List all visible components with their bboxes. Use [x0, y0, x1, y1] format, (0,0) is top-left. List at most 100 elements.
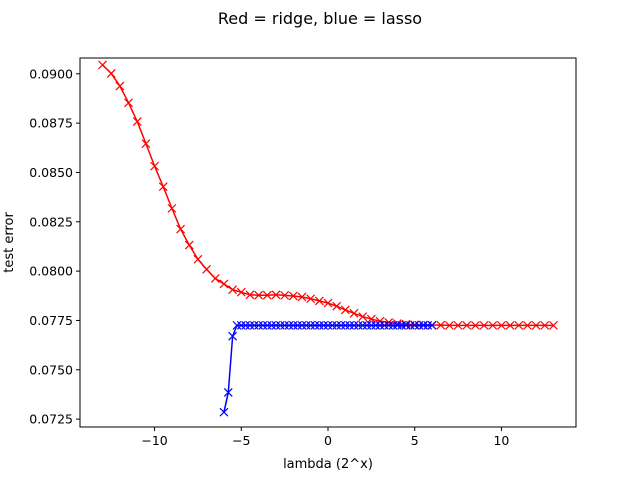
x-tick-label: −10: [141, 433, 167, 448]
data-point: [371, 320, 381, 330]
data-point: [314, 320, 324, 330]
data-point: [280, 320, 290, 330]
data-point: [288, 320, 298, 330]
data-point: [336, 320, 346, 330]
data-point: [167, 203, 177, 213]
data-point: [427, 320, 437, 330]
y-tick-label: 0.0900: [29, 66, 73, 81]
data-point: [193, 254, 203, 264]
data-point: [414, 320, 424, 330]
data-point: [349, 308, 359, 318]
x-tick-label: −5: [232, 433, 250, 448]
data-point: [306, 320, 316, 330]
data-point: [124, 98, 133, 108]
data-point: [267, 320, 277, 330]
data-point: [323, 298, 333, 308]
data-point: [232, 320, 242, 330]
data-point: [262, 320, 272, 330]
data-point: [245, 320, 255, 330]
data-point: [293, 320, 303, 330]
y-tick-label: 0.0800: [29, 264, 73, 279]
data-point: [531, 320, 541, 330]
data-point: [423, 320, 433, 330]
data-point: [106, 68, 116, 78]
data-point: [505, 320, 515, 330]
data-point: [523, 320, 532, 330]
y-tick-label: 0.0875: [29, 116, 73, 131]
data-point: [497, 320, 506, 330]
data-point: [384, 320, 394, 330]
y-axis: 0.0725 0.0750 0.0775 0.0800 0.0825 0.0850 0.08…: [29, 66, 80, 427]
data-point: [436, 320, 446, 330]
data-point: [236, 320, 246, 330]
data-point: [358, 312, 368, 322]
data-point: [379, 320, 389, 330]
data-point: [245, 290, 255, 300]
data-point: [349, 320, 359, 330]
chart-title: Red = ridge, blue = lasso: [218, 9, 422, 28]
y-tick-label: 0.0775: [29, 313, 73, 328]
data-point: [297, 320, 307, 330]
data-point: [418, 320, 428, 330]
data-point: [150, 161, 159, 171]
data-point: [401, 320, 411, 330]
data-point: [323, 320, 333, 330]
data-point: [327, 320, 337, 330]
data-point: [254, 290, 264, 300]
data-point: [275, 320, 285, 330]
data-point: [219, 279, 229, 289]
data-point: [176, 224, 186, 234]
data-point: [210, 273, 220, 283]
data-point: [306, 294, 316, 304]
x-tick-label: 10: [493, 433, 509, 448]
data-point: [405, 320, 415, 330]
data-point: [98, 60, 107, 70]
data-point: [453, 320, 463, 330]
series-0: [98, 60, 558, 330]
data-point: [410, 320, 420, 330]
data-point: [297, 292, 307, 302]
data-point: [444, 320, 454, 330]
y-tick-label: 0.0850: [29, 165, 73, 180]
x-tick-label: 0: [324, 433, 332, 448]
series-line: [223, 324, 433, 413]
data-point: [514, 320, 524, 330]
data-point: [284, 320, 294, 330]
data-point: [280, 290, 290, 300]
data-point: [340, 305, 350, 315]
series-line: [102, 64, 554, 327]
data-point: [479, 320, 489, 330]
data-point: [132, 117, 142, 126]
y-tick-label: 0.0825: [29, 214, 73, 229]
data-point: [228, 285, 238, 295]
data-point: [540, 320, 550, 330]
series-1: [219, 320, 437, 417]
data-point: [249, 320, 259, 330]
data-point: [470, 320, 480, 330]
data-point: [184, 240, 194, 250]
data-point: [332, 301, 342, 311]
data-point: [223, 388, 233, 397]
data-point: [202, 264, 212, 274]
data-point: [310, 320, 320, 330]
data-point: [340, 320, 350, 330]
data-point: [362, 320, 372, 330]
plot-frame: [79, 57, 577, 428]
data-point: [397, 320, 407, 330]
x-tick-label: 5: [411, 433, 419, 448]
data-point: [271, 290, 281, 300]
data-point: [462, 320, 472, 330]
y-tick-label: 0.0725: [29, 412, 73, 427]
data-point: [158, 182, 168, 192]
data-point: [219, 407, 229, 417]
data-point: [241, 320, 251, 330]
data-point: [301, 320, 311, 330]
data-point: [115, 81, 125, 91]
data-point: [345, 320, 355, 330]
series-layer: [98, 60, 558, 417]
data-point: [366, 314, 376, 324]
y-axis-label: test error: [2, 212, 17, 273]
data-point: [353, 320, 363, 330]
data-point: [549, 320, 558, 330]
